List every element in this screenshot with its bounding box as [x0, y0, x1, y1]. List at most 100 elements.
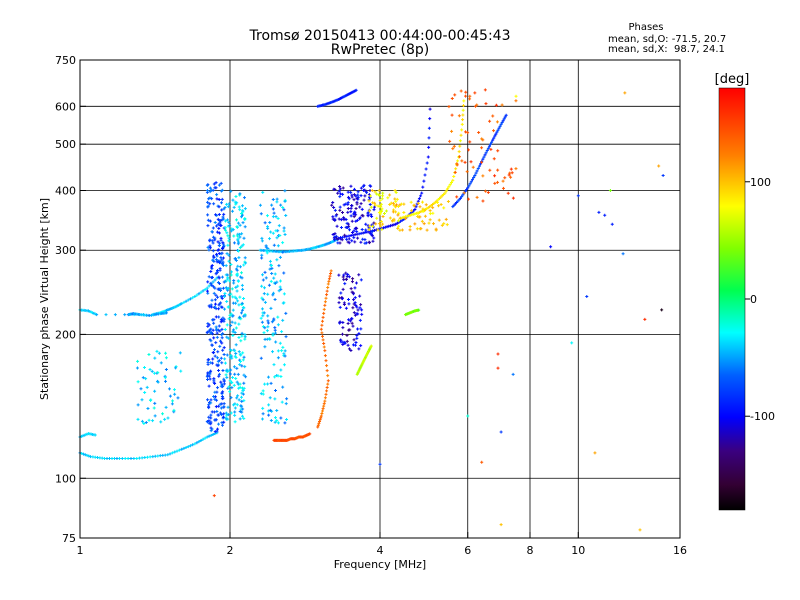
echo-point	[230, 287, 234, 291]
echo-point	[220, 413, 224, 417]
echo-point	[491, 114, 495, 118]
echo-point	[277, 289, 281, 293]
trace-point	[87, 454, 91, 458]
trace-point	[319, 414, 323, 418]
echo-point	[244, 375, 248, 379]
trace-point	[428, 117, 432, 121]
echo-point	[262, 331, 266, 335]
trace-point	[327, 277, 331, 281]
trace-point	[322, 345, 326, 349]
echo-point	[231, 209, 235, 213]
echo-point	[225, 252, 229, 256]
echo-point	[242, 399, 246, 403]
echo-point	[217, 275, 221, 279]
echo-point	[402, 210, 406, 214]
echo-point	[368, 209, 372, 213]
echo-point	[278, 341, 282, 345]
echo-point	[388, 203, 392, 207]
trace-point	[323, 303, 327, 307]
echo-point	[282, 271, 286, 275]
echo-point	[238, 275, 242, 279]
phases-o-stats: mean, sd,O: -71.5, 20.7	[608, 34, 726, 45]
trace-point	[325, 389, 329, 393]
echo-point	[510, 171, 514, 175]
echo-point	[217, 374, 221, 378]
echo-point	[270, 320, 274, 324]
echo-point	[219, 301, 223, 305]
echo-point	[408, 224, 412, 228]
echo-point	[354, 219, 358, 223]
echo-point	[365, 191, 369, 195]
echo-point	[240, 283, 244, 287]
echo-point	[221, 396, 225, 400]
echo-point	[278, 279, 282, 283]
echo-point	[241, 407, 245, 411]
echo-point	[333, 208, 337, 212]
echo-point	[260, 284, 264, 288]
trace-point	[460, 122, 464, 126]
echo-point	[237, 398, 241, 402]
echo-point	[136, 403, 140, 407]
echo-point	[271, 231, 275, 235]
trace-point	[427, 126, 431, 130]
echo-point	[336, 241, 340, 245]
echo-point	[238, 410, 242, 414]
echo-point	[217, 205, 221, 209]
echo-point	[226, 336, 230, 340]
y-tick-label: 750	[55, 54, 76, 67]
echo-point	[376, 228, 380, 232]
echo-point	[229, 273, 233, 277]
echo-point	[336, 237, 340, 241]
echo-point	[221, 423, 225, 427]
echo-point	[222, 420, 226, 424]
trace-point	[320, 319, 324, 323]
echo-point	[279, 287, 283, 291]
echo-point	[442, 206, 446, 210]
echo-point	[228, 279, 232, 283]
echo-point	[226, 276, 230, 280]
echo-point	[353, 301, 357, 305]
trace-point	[485, 149, 489, 153]
trace-point	[193, 442, 197, 446]
echo-point	[268, 221, 272, 225]
echo-point	[164, 351, 168, 355]
echo-point	[220, 336, 224, 340]
trace-point	[132, 456, 136, 460]
echo-point	[501, 179, 505, 183]
echo-point	[207, 248, 211, 252]
isolated-point	[466, 414, 470, 418]
echo-point	[219, 406, 223, 410]
echo-point	[205, 289, 209, 293]
echo-point	[343, 341, 347, 345]
echo-point	[444, 217, 448, 221]
trace-point	[460, 195, 464, 199]
echo-point	[349, 348, 353, 352]
echo-point	[332, 187, 336, 191]
echo-point	[342, 278, 346, 282]
echo-point	[226, 413, 230, 417]
echo-point	[235, 403, 239, 407]
echo-point	[372, 221, 376, 225]
echo-point	[266, 382, 270, 386]
echo-point	[271, 350, 275, 354]
trace-point	[461, 118, 465, 122]
echo-point	[284, 402, 288, 406]
chart-title: Tromsø 20150413 00:44:00-00:45:43	[249, 28, 511, 44]
echo-point	[213, 397, 217, 401]
echo-point	[394, 200, 398, 204]
echo-point	[373, 201, 377, 205]
trace-point	[503, 115, 507, 119]
echo-point	[238, 235, 242, 239]
echo-point	[243, 365, 247, 369]
echo-point	[239, 311, 243, 315]
trace-point	[383, 225, 387, 229]
echo-point	[240, 410, 244, 414]
echo-point	[380, 227, 384, 231]
echo-point	[230, 386, 234, 390]
trace-point	[211, 280, 215, 284]
trace-point	[461, 113, 465, 117]
echo-point	[350, 321, 354, 325]
echo-point	[219, 287, 223, 291]
isolated-point	[473, 91, 477, 95]
echo-point	[282, 292, 286, 296]
